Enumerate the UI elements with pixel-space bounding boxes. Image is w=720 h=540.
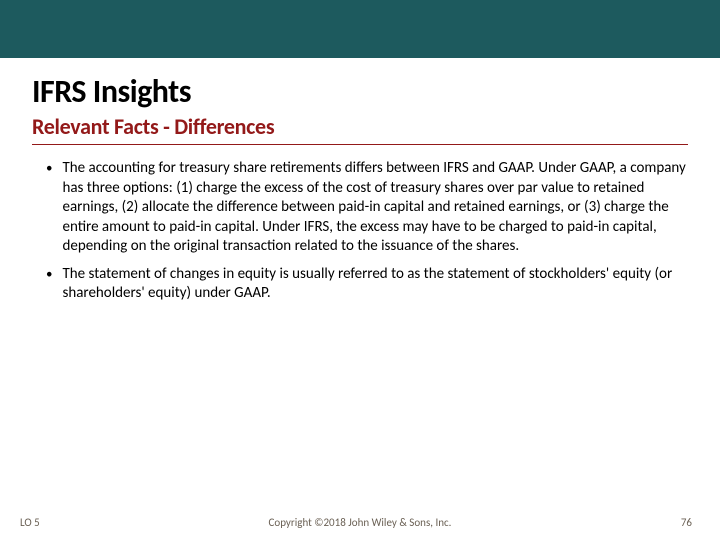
header-bar	[0, 0, 720, 58]
bullet-icon: •	[46, 159, 52, 257]
list-item: • The accounting for treasury share reti…	[32, 159, 688, 257]
list-item: • The statement of changes in equity is …	[32, 265, 688, 304]
page-title: IFRS Insights	[32, 72, 688, 111]
bullet-icon: •	[46, 265, 52, 304]
slide-content: IFRS Insights Relevant Facts - Differenc…	[0, 72, 720, 304]
bullet-list: • The accounting for treasury share reti…	[32, 159, 688, 304]
learning-objective-label: LO 5	[20, 516, 40, 529]
page-subtitle: Relevant Facts - Differences	[32, 113, 688, 145]
page-number: 76	[681, 516, 692, 529]
copyright-text: Copyright ©2018 John Wiley & Sons, Inc.	[269, 516, 452, 529]
bullet-text: The accounting for treasury share retire…	[62, 159, 688, 257]
bullet-text: The statement of changes in equity is us…	[62, 265, 688, 304]
